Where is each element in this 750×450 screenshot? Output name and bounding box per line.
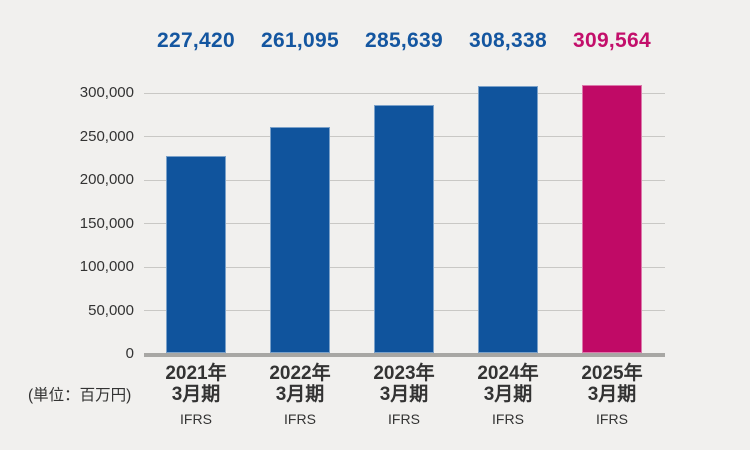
- value-label-0: 227,420: [156, 29, 235, 52]
- unit-note: (単位：百万円): [28, 387, 132, 404]
- x-label-period: 3月期: [483, 384, 533, 405]
- value-label-3: 308,338: [468, 29, 547, 52]
- x-axis-label-1: 2022年 3月期 IFRS: [245, 363, 355, 427]
- y-tick-label-50000: 50,000: [88, 301, 134, 319]
- value-label-4: 309,564: [572, 29, 651, 52]
- x-axis-label-2: 2023年 3月期 IFRS: [349, 363, 459, 427]
- gridline-300000: [144, 92, 665, 94]
- y-tick-label-150000: 150,000: [79, 214, 134, 232]
- x-label-period: 3月期: [171, 384, 221, 405]
- y-tick-label-100000: 100,000: [79, 258, 134, 275]
- x-label-year: 2025年: [581, 363, 643, 384]
- x-label-year: 2024年: [477, 363, 539, 384]
- bar-2025: [582, 84, 642, 353]
- bar-2024: [478, 85, 538, 353]
- x-label-standard: IFRS: [284, 411, 316, 427]
- bar-2022: [270, 126, 330, 353]
- x-label-year: 2021年: [165, 363, 227, 384]
- x-label-standard: IFRS: [180, 411, 212, 427]
- x-label-standard: IFRS: [388, 411, 420, 427]
- x-label-standard: IFRS: [492, 411, 524, 427]
- x-label-period: 3月期: [379, 384, 429, 405]
- y-tick-label-250000: 250,000: [79, 127, 134, 145]
- bar-2023: [374, 105, 434, 353]
- x-label-year: 2023年: [373, 363, 435, 384]
- bar-2021: [166, 156, 226, 353]
- y-tick-label-300000: 300,000: [79, 84, 134, 101]
- y-tick-label-200000: 200,000: [79, 171, 134, 188]
- value-label-2: 285,639: [364, 29, 443, 52]
- x-label-year: 2022年: [269, 363, 331, 384]
- x-axis-label-4: 2025年 3月期 IFRS: [557, 363, 667, 427]
- x-label-standard: IFRS: [596, 411, 628, 427]
- x-axis-baseline: [144, 353, 665, 357]
- x-label-period: 3月期: [275, 384, 325, 405]
- y-tick-label-0: 0: [125, 345, 134, 362]
- value-label-1: 261,095: [260, 29, 339, 52]
- x-label-period: 3月期: [587, 384, 637, 405]
- x-axis-label-3: 2024年 3月期 IFRS: [453, 363, 563, 427]
- x-axis-label-0: 2021年 3月期 IFRS: [141, 363, 251, 427]
